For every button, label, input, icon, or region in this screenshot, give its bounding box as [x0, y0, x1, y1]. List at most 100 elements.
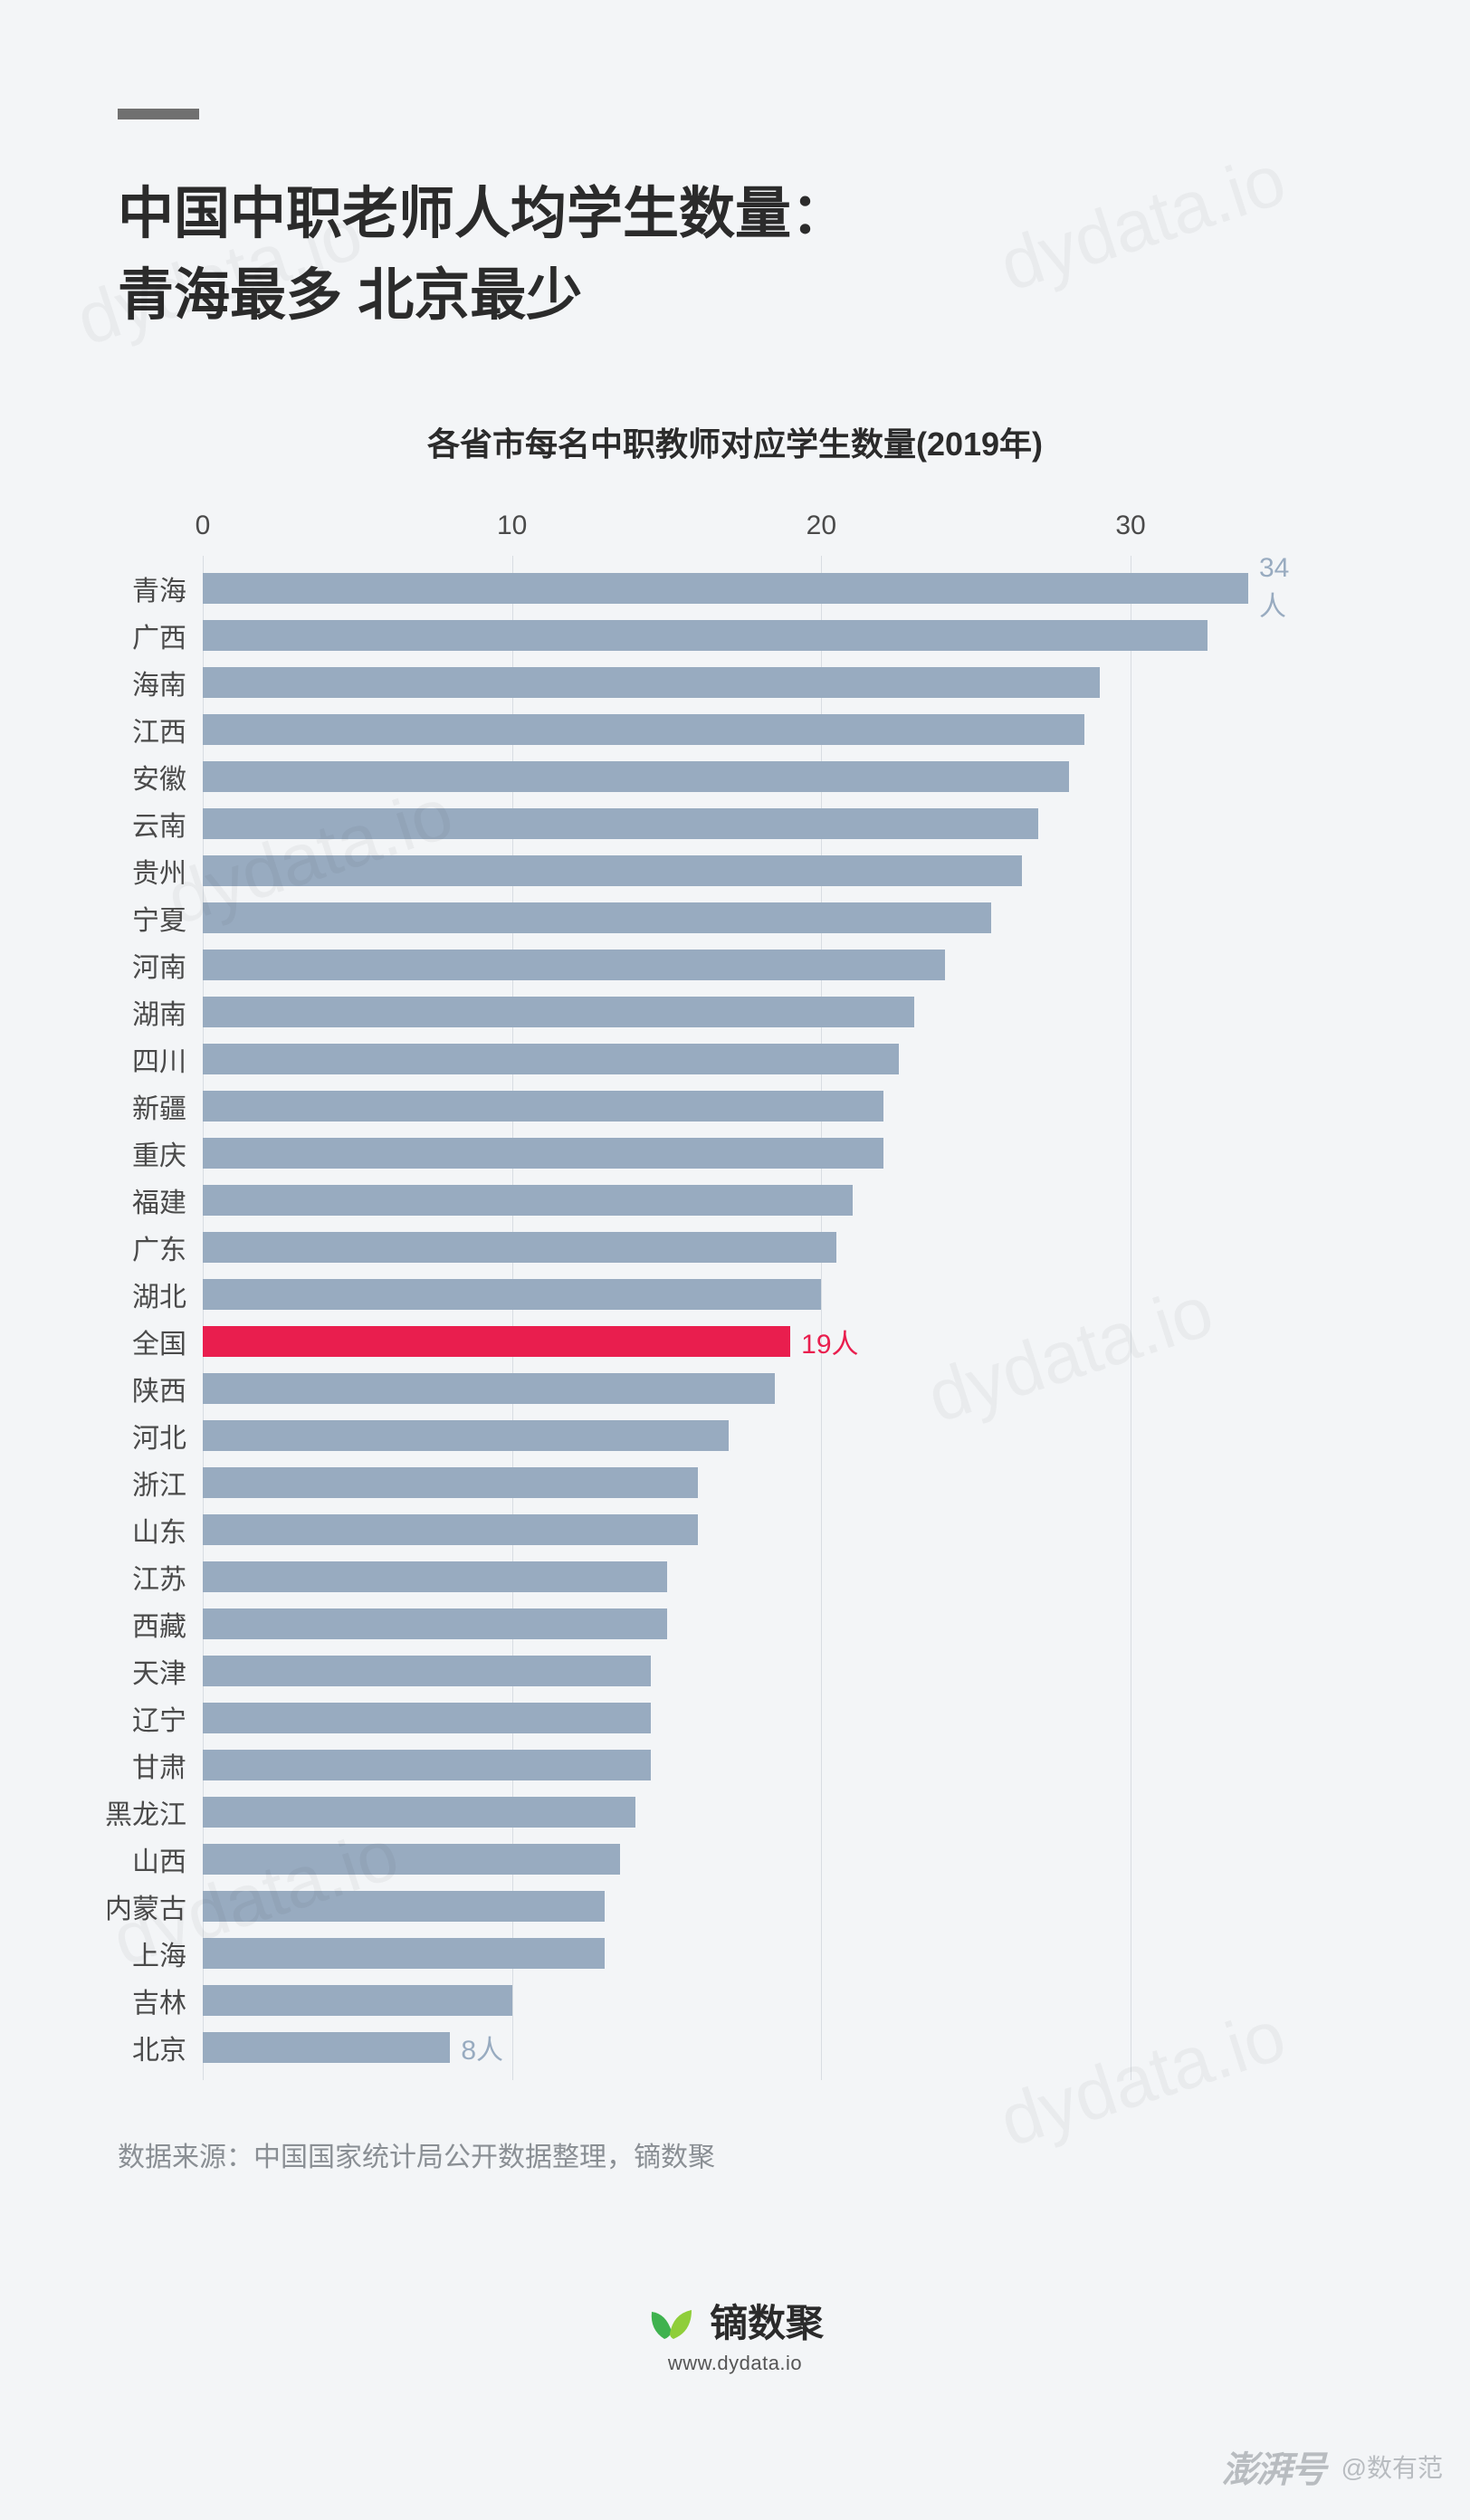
bar	[203, 1279, 821, 1310]
row-label: 内蒙古	[92, 1886, 203, 1926]
row-label: 云南	[92, 804, 203, 844]
bar-cell	[203, 894, 1316, 941]
bar	[203, 573, 1248, 604]
bar	[203, 1044, 899, 1074]
bar-cell	[203, 1036, 1316, 1083]
chart-row: 青海34人	[203, 565, 1316, 612]
chart-row: 重庆	[203, 1130, 1316, 1177]
chart-row: 黑龙江	[203, 1789, 1316, 1836]
x-tick-label: 20	[807, 511, 836, 541]
accent-bar	[118, 109, 199, 119]
row-label: 北京	[92, 2028, 203, 2067]
bar	[203, 1608, 667, 1639]
title-line-1: 中国中职老师人均学生数量：	[118, 183, 847, 245]
bar-cell	[203, 1789, 1316, 1836]
bar-cell: 34人	[203, 565, 1316, 612]
chart-row: 云南	[203, 800, 1316, 847]
chart-row: 全国19人	[203, 1318, 1316, 1365]
bar-cell: 8人	[203, 2024, 1316, 2071]
credit-logo: 澎湃号	[1222, 2440, 1325, 2493]
bar	[203, 1232, 836, 1263]
bar	[203, 2032, 450, 2063]
chart-row: 天津	[203, 1647, 1316, 1694]
row-label: 吉林	[92, 1981, 203, 2020]
row-label: 西藏	[92, 1604, 203, 1644]
source-label: 数据来源：	[118, 2143, 253, 2172]
row-label: 上海	[92, 1933, 203, 1973]
bar-cell	[203, 1365, 1316, 1412]
chart-row: 贵州	[203, 847, 1316, 894]
bar-cell	[203, 1177, 1316, 1224]
bar-value-label: 19人	[801, 1322, 858, 1361]
row-label: 甘肃	[92, 1745, 203, 1785]
row-label: 重庆	[92, 1133, 203, 1173]
bar	[203, 714, 1084, 745]
chart-row: 广西	[203, 612, 1316, 659]
row-label: 山西	[92, 1839, 203, 1879]
chart-row: 宁夏	[203, 894, 1316, 941]
x-tick-label: 30	[1115, 511, 1145, 541]
row-label: 新疆	[92, 1086, 203, 1126]
bar-cell	[203, 800, 1316, 847]
row-label: 河南	[92, 945, 203, 985]
row-label: 全国	[92, 1322, 203, 1361]
chart-row: 河北	[203, 1412, 1316, 1459]
chart-row: 北京8人	[203, 2024, 1316, 2071]
row-label: 宁夏	[92, 898, 203, 938]
bar-cell	[203, 1883, 1316, 1930]
bar-cell	[203, 1694, 1316, 1742]
bar-cell	[203, 1271, 1316, 1318]
bar	[203, 1985, 512, 2016]
bar	[203, 855, 1022, 886]
bar-chart: 0102030 青海34人广西海南江西安徽云南贵州宁夏河南湖南四川新疆重庆福建广…	[203, 511, 1316, 2071]
bar-cell	[203, 659, 1316, 706]
row-label: 河北	[92, 1416, 203, 1456]
page-title: 中国中职老师人均学生数量： 青海最多 北京最少	[118, 174, 1352, 337]
chart-row: 四川	[203, 1036, 1316, 1083]
chart-row: 浙江	[203, 1459, 1316, 1506]
chart-row: 新疆	[203, 1083, 1316, 1130]
bar-cell	[203, 1224, 1316, 1271]
bar	[203, 1750, 651, 1780]
row-label: 陕西	[92, 1369, 203, 1408]
chart-row: 山东	[203, 1506, 1316, 1553]
bar	[203, 1844, 620, 1875]
chart-row: 上海	[203, 1930, 1316, 1977]
chart-row: 安徽	[203, 753, 1316, 800]
chart-row: 江苏	[203, 1553, 1316, 1600]
row-label: 青海	[92, 568, 203, 608]
bar-cell	[203, 1600, 1316, 1647]
data-source: 数据来源：中国国家统计局公开数据整理，镝数聚	[118, 2134, 1352, 2174]
row-label: 安徽	[92, 757, 203, 797]
chart-row: 西藏	[203, 1600, 1316, 1647]
bar-cell	[203, 1742, 1316, 1789]
row-label: 江苏	[92, 1557, 203, 1597]
chart-row: 吉林	[203, 1977, 1316, 2024]
bar	[203, 1091, 883, 1122]
bar	[203, 808, 1038, 839]
bar-cell: 19人	[203, 1318, 1316, 1365]
bar	[203, 1938, 605, 1969]
row-label: 天津	[92, 1651, 203, 1691]
x-tick-label: 10	[497, 511, 527, 541]
bar-cell	[203, 1506, 1316, 1553]
brand-name: 镝数聚	[710, 2293, 824, 2348]
x-tick-label: 0	[196, 511, 211, 541]
bar	[203, 1373, 775, 1404]
bars-region: 青海34人广西海南江西安徽云南贵州宁夏河南湖南四川新疆重庆福建广东湖北全国19人…	[203, 565, 1316, 2071]
bar-cell	[203, 1930, 1316, 1977]
chart-row: 山西	[203, 1836, 1316, 1883]
leaf-icon	[646, 2299, 697, 2343]
bar	[203, 1797, 635, 1828]
row-label: 贵州	[92, 851, 203, 891]
bar-value-label: 8人	[461, 2028, 503, 2067]
bar-cell	[203, 988, 1316, 1036]
bar	[203, 667, 1100, 698]
bar	[203, 1891, 605, 1922]
row-label: 黑龙江	[92, 1792, 203, 1832]
x-axis: 0102030	[203, 511, 1316, 565]
bar-cell	[203, 1553, 1316, 1600]
bar	[203, 902, 991, 933]
credit-block: 澎湃号 @数有范	[1222, 2440, 1443, 2493]
bar	[203, 1420, 729, 1451]
